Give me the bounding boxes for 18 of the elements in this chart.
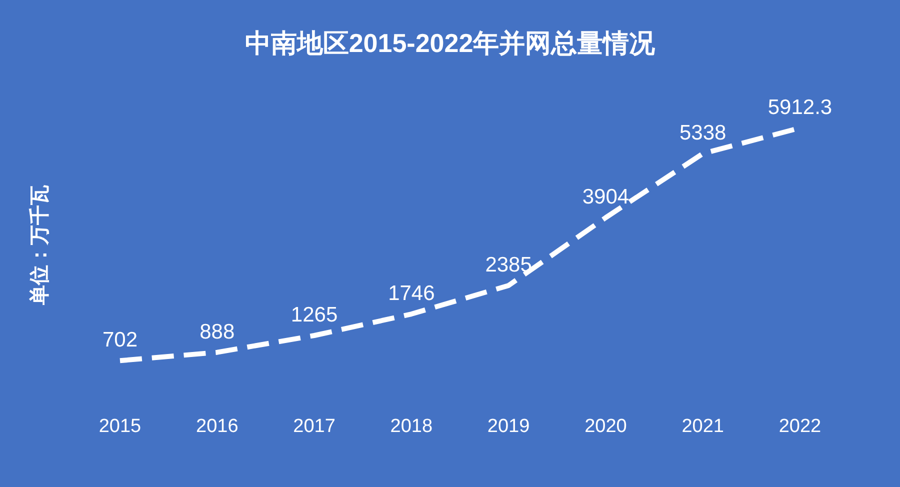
chart-title: 中南地区2015-2022年并网总量情况 [244, 28, 656, 58]
x-tick-label: 2019 [487, 416, 530, 437]
x-tick-label: 2017 [293, 416, 336, 437]
x-tick-label: 2016 [196, 416, 238, 437]
x-tick-label: 2022 [778, 416, 822, 437]
x-tick-label: 2021 [682, 416, 724, 437]
data-label: 702 [102, 328, 138, 352]
y-axis-title: 单位：万千瓦 [28, 185, 51, 306]
data-label: 1746 [388, 282, 435, 306]
data-label: 3904 [582, 186, 630, 209]
data-label: 1265 [290, 304, 338, 326]
x-tick-label: 2018 [390, 416, 433, 437]
x-tick-label: 2020 [584, 416, 627, 437]
data-label: 5338 [680, 122, 726, 145]
data-label: 5912.3 [768, 96, 832, 119]
data-label: 2385 [485, 253, 532, 276]
data-label: 888 [200, 320, 235, 344]
x-tick-label: 2015 [98, 416, 142, 437]
